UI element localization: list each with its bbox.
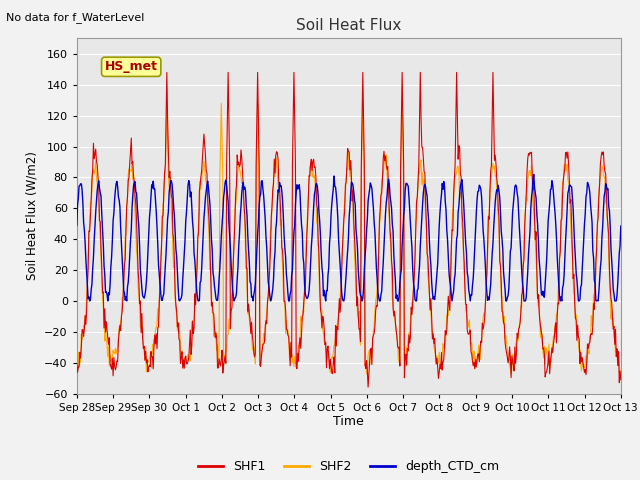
SHF2 xyxy=(73,364,81,370)
SHF1 xyxy=(195,228,202,234)
SHF1 xyxy=(139,336,147,342)
Text: No data for f_WaterLevel: No data for f_WaterLevel xyxy=(6,12,145,23)
SHF2 xyxy=(363,371,371,377)
SHF2 xyxy=(433,360,440,365)
SHF1 xyxy=(83,308,90,313)
depth_CTD_cm xyxy=(86,298,93,304)
depth_CTD_cm xyxy=(195,298,202,304)
SHF2 xyxy=(139,325,147,331)
Legend: SHF1, SHF2, depth_CTD_cm: SHF1, SHF2, depth_CTD_cm xyxy=(193,455,504,478)
SHF2 xyxy=(83,293,90,299)
depth_CTD_cm xyxy=(223,191,231,196)
depth_CTD_cm xyxy=(416,263,424,268)
depth_CTD_cm xyxy=(73,222,81,228)
SHF1 xyxy=(73,361,81,367)
Text: HS_met: HS_met xyxy=(105,60,157,73)
SHF2 xyxy=(195,220,202,226)
Line: SHF2: SHF2 xyxy=(77,103,621,374)
SHF2 xyxy=(417,160,424,166)
SHF1 xyxy=(617,377,625,383)
X-axis label: Time: Time xyxy=(333,415,364,429)
depth_CTD_cm xyxy=(431,289,439,295)
depth_CTD_cm xyxy=(140,294,147,300)
SHF1 xyxy=(223,116,231,121)
SHF1 xyxy=(163,70,171,75)
SHF2 xyxy=(617,370,625,375)
SHF1 xyxy=(364,384,372,390)
SHF2 xyxy=(163,100,171,106)
Line: depth_CTD_cm: depth_CTD_cm xyxy=(77,175,621,301)
depth_CTD_cm xyxy=(83,269,90,275)
SHF1 xyxy=(417,70,424,75)
Y-axis label: Soil Heat Flux (W/m2): Soil Heat Flux (W/m2) xyxy=(26,152,38,280)
Line: SHF1: SHF1 xyxy=(77,72,621,387)
depth_CTD_cm xyxy=(617,223,625,229)
depth_CTD_cm xyxy=(530,172,538,178)
SHF1 xyxy=(433,361,440,367)
Title: Soil Heat Flux: Soil Heat Flux xyxy=(296,18,401,33)
SHF2 xyxy=(223,332,231,338)
